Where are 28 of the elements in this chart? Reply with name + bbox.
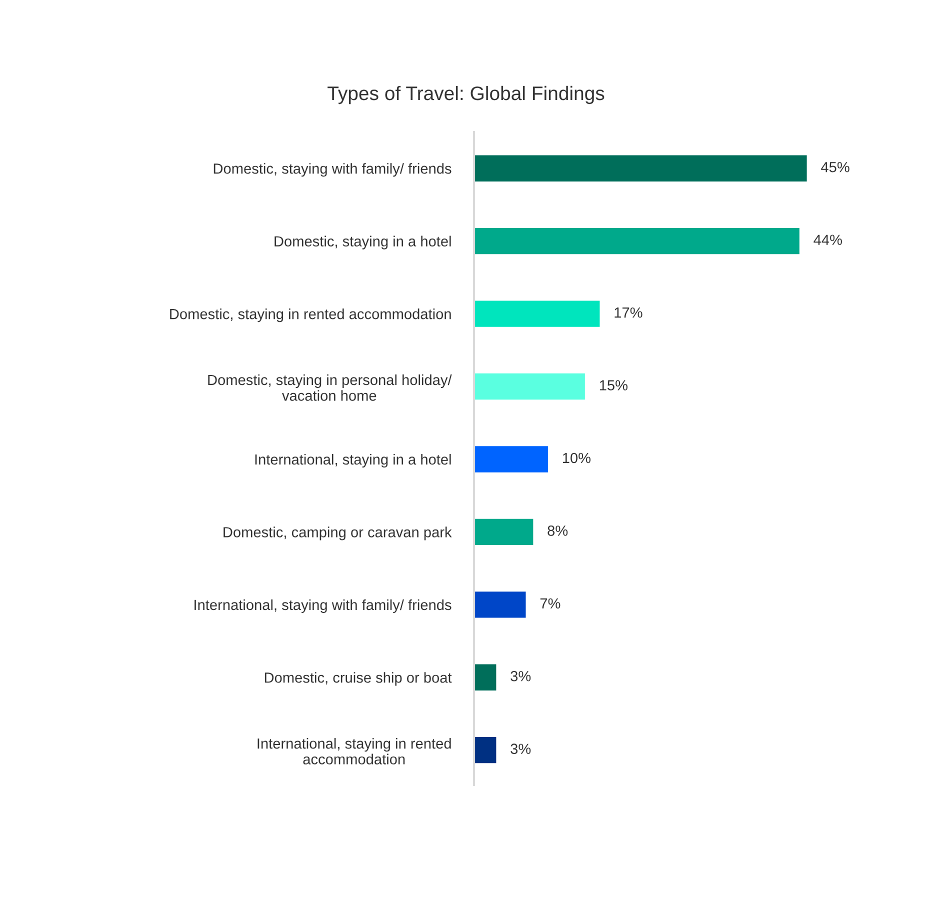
- y-tick-label: Domestic, cruise ship or boat: [264, 672, 452, 686]
- bar: [474, 518, 534, 546]
- data-label: 8%: [548, 526, 568, 536]
- y-tick-label: International, staying with family/ friends: [194, 599, 452, 613]
- bar: [474, 155, 807, 182]
- y-tick-label: International, staying in a hotel: [255, 454, 451, 468]
- data-label: 3%: [510, 670, 531, 682]
- bar: [474, 373, 585, 400]
- y-tick-label: Domestic, camping or caravan park: [224, 526, 452, 540]
- bar: [474, 228, 800, 254]
- data-label: 10%: [562, 452, 591, 464]
- y-tick-label: Domestic, staying in personal holiday/ vacation home: [208, 374, 452, 401]
- y-tick-label: Domestic, staying in a hotel: [274, 236, 451, 250]
- bar: [474, 446, 548, 472]
- bar: [474, 300, 600, 327]
- data-label: 45%: [821, 162, 850, 172]
- data-label: 7%: [540, 598, 560, 609]
- y-tick-label: Domestic, staying with family/ friends: [214, 163, 452, 177]
- bar: [474, 664, 496, 690]
- y-tick-label: Domestic, staying in rented accommodation: [170, 308, 451, 322]
- bar: [474, 592, 526, 618]
- data-label: 17%: [614, 307, 642, 318]
- data-label: 44%: [814, 234, 842, 245]
- y-tick-label: International, staying in rented accommodation: [258, 738, 451, 764]
- data-label: 3%: [510, 744, 531, 754]
- bar: [474, 737, 496, 764]
- chart-title: Types of Travel: Global Findings: [328, 86, 604, 104]
- data-label: 15%: [600, 380, 628, 390]
